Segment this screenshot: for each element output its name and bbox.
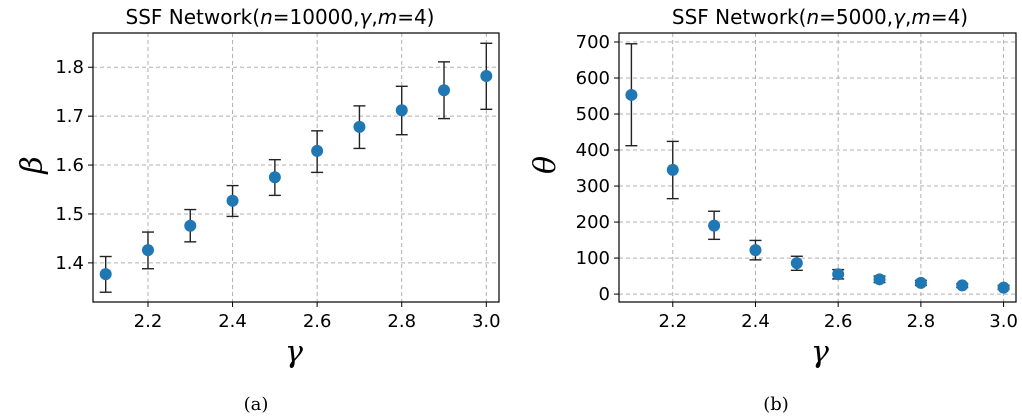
x-tick-label: 3.0 — [472, 311, 501, 332]
y-tick-label: 1.5 — [55, 204, 84, 225]
y-axis-label: β — [15, 156, 50, 174]
plot-frame — [92, 32, 500, 303]
x-tick-label: 2.8 — [907, 311, 936, 332]
data-point — [438, 84, 451, 97]
y-tick-label: 500 — [576, 104, 610, 125]
title-m-value: =4) — [397, 5, 434, 29]
data-point — [666, 163, 679, 176]
data-point — [184, 219, 197, 232]
y-tick-label: 700 — [576, 32, 610, 53]
data-point — [141, 244, 154, 257]
x-axis-label: γ — [285, 335, 303, 370]
x-tick-label: 2.6 — [824, 311, 853, 332]
panel-caption: (a) — [244, 394, 269, 415]
data-point — [395, 104, 408, 117]
title-n-value: =10000, — [273, 5, 360, 29]
y-tick-label: 100 — [576, 248, 610, 269]
data-point — [99, 268, 112, 281]
title-n-value: =5000, — [819, 5, 893, 29]
chart-panel-b: SSF Network(n=5000,γ,m=4) γ θ (b) 2.2 2.4… — [528, 5, 1018, 415]
title-m: m — [911, 5, 930, 29]
data-point — [311, 144, 324, 157]
data-point — [353, 120, 366, 133]
y-axis-label: θ — [528, 156, 563, 174]
data-point — [708, 219, 721, 232]
data-point — [625, 88, 638, 101]
y-tick-label: 1.7 — [55, 106, 84, 127]
y-tick-label: 300 — [576, 176, 610, 197]
data-point — [480, 70, 493, 83]
data-point — [749, 244, 762, 257]
data-point — [790, 257, 803, 270]
y-tick-label: 1.4 — [55, 253, 84, 274]
title-m-value: =4) — [931, 5, 968, 29]
data-point — [873, 273, 886, 286]
y-tick-label: 1.6 — [55, 155, 84, 176]
title-gamma: γ — [360, 5, 373, 29]
title-m: m — [378, 5, 397, 29]
x-tick-label: 2.4 — [218, 311, 247, 332]
y-tick-label: 400 — [576, 140, 610, 161]
x-tick-label: 2.2 — [134, 311, 163, 332]
title-prefix: SSF Network( — [126, 5, 261, 29]
data-point — [226, 194, 239, 207]
data-point — [956, 279, 969, 292]
data-point — [832, 268, 845, 281]
x-tick-label: 2.8 — [387, 311, 416, 332]
panel-caption: (b) — [763, 394, 789, 415]
x-tick-label: 2.4 — [741, 311, 770, 332]
chart-title: SSF Network(n=10000,γ,m=4) — [126, 5, 435, 29]
y-tick-label: 200 — [576, 212, 610, 233]
chart-panel-a: SSF Network(n=10000,γ,m=4) γ β (a) 2.2 2.… — [15, 5, 501, 415]
title-n: n — [260, 5, 273, 29]
x-tick-label: 2.2 — [658, 311, 687, 332]
title-n: n — [806, 5, 819, 29]
plot-frame — [618, 32, 1017, 303]
title-gamma: γ — [893, 5, 906, 29]
title-prefix: SSF Network( — [672, 5, 807, 29]
y-tick-label: 600 — [576, 68, 610, 89]
x-tick-label: 2.6 — [303, 311, 332, 332]
data-point — [997, 281, 1010, 294]
title-comma: , — [905, 5, 911, 29]
x-tick-label: 3.0 — [989, 311, 1018, 332]
title-comma: , — [371, 5, 377, 29]
data-point — [268, 171, 281, 184]
data-point — [914, 276, 927, 289]
x-axis-label: γ — [811, 335, 829, 370]
chart-title: SSF Network(n=5000,γ,m=4) — [672, 5, 968, 29]
y-tick-label: 1.8 — [55, 57, 84, 78]
y-tick-label: 0 — [599, 284, 610, 305]
